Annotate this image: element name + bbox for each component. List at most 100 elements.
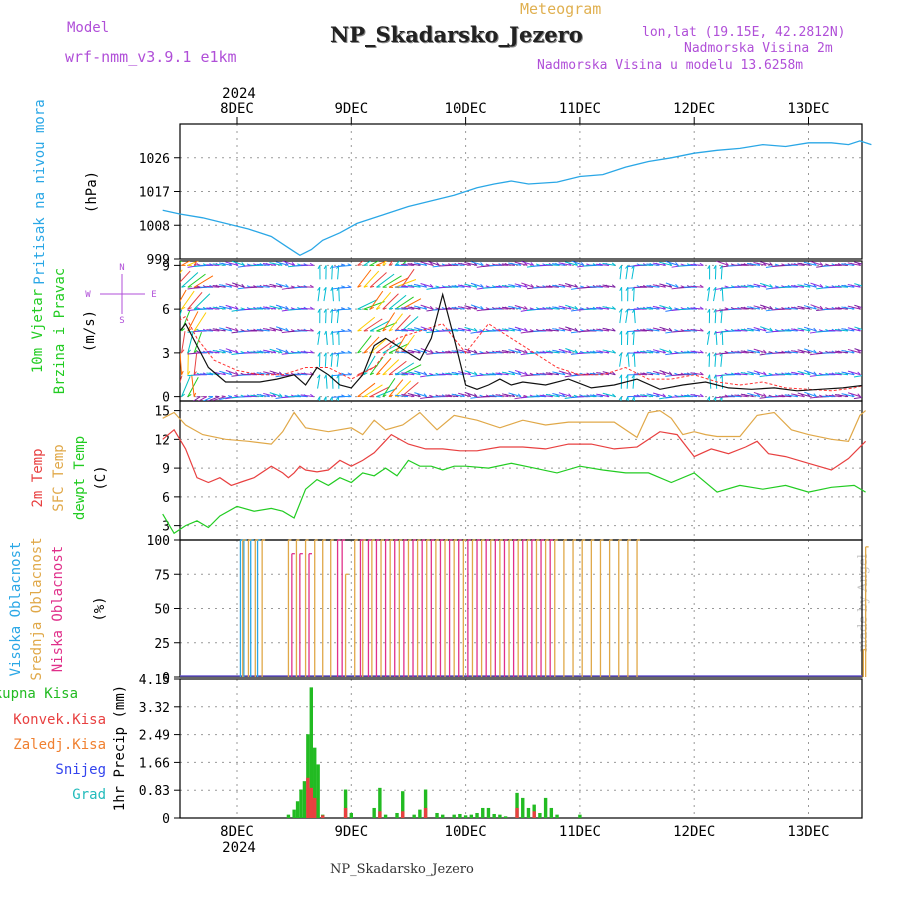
wind-arrow [552,393,566,398]
wind-arrow [625,309,629,324]
wind-arrow [558,283,572,288]
wind-arrow-head [285,349,289,354]
wind-arrow [369,356,384,376]
wind-arrow [810,261,823,266]
precip-bar [349,812,353,818]
wind-arrow [552,349,566,354]
x-label-top: 12DEC [673,101,715,117]
wind-arrow [847,392,861,398]
wind-arrow-head [382,394,387,398]
wind-arrow [790,263,804,266]
wind-arrow [728,395,742,398]
wind-arrow-head [479,329,484,332]
x-label-top: 11DEC [559,101,601,117]
wind-arrow-head [611,262,616,266]
wind-arrow-head [769,262,773,266]
compass-south: S [119,316,124,326]
wind-arrow [250,329,264,332]
wind-arrow-head [309,306,314,310]
wind-arrow [753,326,767,332]
wind-arrow [395,279,417,288]
wind-arrow-head [568,349,572,354]
wind-arrow [652,370,666,376]
wind-arrow [275,282,289,288]
wind-arrow-head [662,371,666,376]
wind-arrow [151,375,163,381]
wind-arrow [458,392,471,398]
wind-arrow [262,306,276,310]
wind-arrow [646,306,660,310]
wind-arrow [803,326,817,332]
wind-arrow-head [612,393,616,397]
wind-arrow [690,393,704,398]
wind-arrow [640,372,654,376]
wind-arrow [457,327,471,332]
wind-arrow-head [317,374,321,379]
wind-arrow-head [347,328,352,332]
wind-arrow [753,283,767,288]
wind-arrow [708,352,711,367]
wind-arrow [828,351,842,354]
wind-arrow [388,294,407,310]
wind-arrow-head [612,371,616,376]
wind-arrow [602,306,616,310]
precip-bar [286,814,291,818]
precip-bar [306,777,310,818]
wind-arrow [191,374,195,397]
wind-arrow-head [181,393,186,398]
wind-arrow [193,331,202,354]
wind-arrow-head [864,350,867,353]
y-tick-label: 999 [147,253,170,268]
wind-arrow-head [568,371,572,376]
wind-arrow-head [813,305,817,310]
wind-arrow [382,261,387,266]
wind-arrow [690,328,704,332]
wind-arrow [501,285,515,288]
wind-arrow [357,261,364,266]
wind-arrow-head [193,349,198,354]
wind-arrow-head [435,329,440,332]
wind-arrow [665,282,679,288]
wind-arrow [282,261,295,266]
wind-arrow [720,309,723,324]
wind-arrow [206,350,220,354]
wind-arrow-head [234,284,239,288]
wind-arrow-head [763,327,767,332]
wind-arrow [169,289,178,309]
wind-arrow-head [857,371,861,376]
wind-arrow-head [309,328,314,332]
precip-bar [299,789,303,818]
wind-arrow-head [309,350,314,354]
wind-arrow [784,394,798,398]
wind-arrow-head [310,393,314,398]
wind-arrow [256,393,270,398]
wind-arrow-head [724,329,729,332]
x-label-bottom: 11DEC [559,824,601,840]
wind-arrow [709,374,712,389]
wind-arrow [740,372,754,376]
wind-arrow [791,328,805,332]
wind-arrow [734,329,748,332]
wind-arrow-head [724,307,729,310]
precip-bar [378,787,382,818]
wind-arrow [834,264,848,266]
wind-arrow-head [309,262,314,266]
wind-arrow-head [774,329,779,332]
wind-arrow [539,351,553,354]
wind-arrow-head [619,330,623,335]
wind-arrow [854,326,862,330]
wind-arrow [337,265,340,280]
wind-arrow-head [279,393,283,397]
panel-frame [179,539,863,678]
wind-arrow [414,392,427,398]
wind-arrow-head [285,305,289,310]
wind-arrow [388,277,410,288]
wind-arrow-head [175,286,179,287]
wind-arrow-head [382,262,387,266]
wind-arrow [181,331,186,353]
precip-bar [481,807,485,818]
wind-arrow-head [719,265,723,270]
wind-barbs-group [151,261,867,401]
wind-arrow [545,393,559,398]
